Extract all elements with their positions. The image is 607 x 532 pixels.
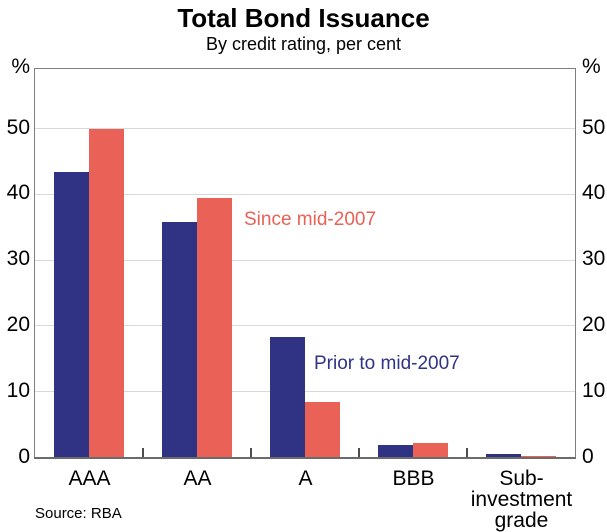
gridline-40 <box>35 193 575 195</box>
x-category-label-aaa: AAA <box>68 467 111 490</box>
y-axis-unit-right: % <box>582 55 601 78</box>
chart-subtitle: By credit rating, per cent <box>205 34 402 54</box>
bar-since-bbb <box>413 443 448 457</box>
y-tick-label-left-20: 20 <box>6 312 30 336</box>
y-tick-label-left-40: 40 <box>6 181 30 205</box>
plot-area: Since mid-2007 Prior to mid-2007 <box>34 68 576 459</box>
y-tick-label-right-50: 50 <box>582 115 606 139</box>
bar-since-a <box>305 401 340 457</box>
bar-since-sub-investment <box>521 456 556 457</box>
series-label-prior: Prior to mid-2007 <box>314 353 460 374</box>
bar-prior-a <box>270 336 305 457</box>
x-category-label-bbb: BBB <box>392 467 435 490</box>
y-tick-label-right-20: 20 <box>582 312 606 336</box>
x-category-label-sub-investment: Sub-investment grade <box>470 467 573 532</box>
gridline-30 <box>35 259 575 261</box>
y-tick-label-left-50: 50 <box>6 115 30 139</box>
bar-prior-aa <box>162 221 197 457</box>
y-tick-label-left-10: 10 <box>6 378 30 402</box>
gridline-50 <box>35 128 575 130</box>
series-label-since: Since mid-2007 <box>244 209 377 230</box>
bar-since-aaa <box>89 128 124 457</box>
source-note: Source: RBA <box>35 505 122 522</box>
y-tick-label-right-30: 30 <box>582 247 606 271</box>
bar-prior-sub-investment <box>486 453 521 457</box>
x-axis-separator-tick <box>358 448 360 457</box>
bar-prior-aaa <box>54 171 89 457</box>
y-tick-label-right-10: 10 <box>582 378 606 402</box>
y-tick-label-right-0: 0 <box>582 444 594 468</box>
y-tick-label-right-40: 40 <box>582 181 606 205</box>
y-tick-label-left-30: 30 <box>6 247 30 271</box>
chart-title: Total Bond Issuance <box>177 3 430 33</box>
x-axis-separator-tick <box>142 448 144 457</box>
y-tick-label-left-0: 0 <box>18 444 30 468</box>
gridline-10 <box>35 391 575 393</box>
gridline-20 <box>35 325 575 327</box>
x-category-label-aa: AA <box>183 467 212 490</box>
bar-since-aa <box>197 197 232 457</box>
x-axis-separator-tick <box>466 448 468 457</box>
x-category-label-a: A <box>298 467 313 490</box>
y-axis-unit-left: % <box>11 55 30 78</box>
x-axis-separator-tick <box>250 448 252 457</box>
bar-prior-bbb <box>378 444 413 457</box>
